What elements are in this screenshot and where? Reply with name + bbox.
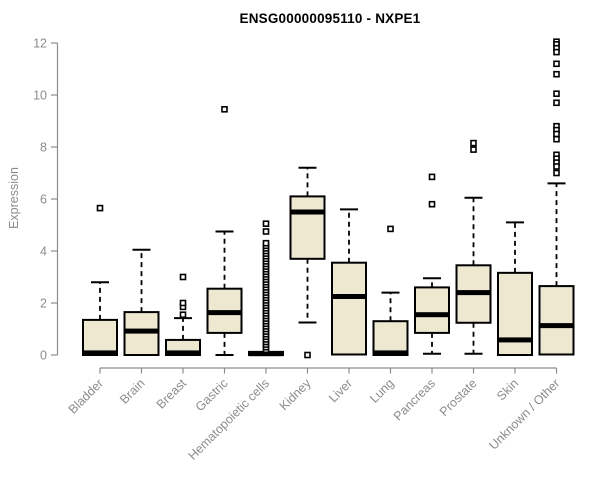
outlier-unknown-other (553, 130, 560, 138)
outlier-unknown-other (553, 169, 560, 177)
outlier-breast (179, 311, 187, 319)
outlier-unknown-other (553, 60, 560, 68)
outlier-breast (179, 273, 187, 281)
y-tick-label: 6 (40, 193, 47, 207)
x-category-label: Kidney (277, 376, 314, 413)
outlier-pancreas (428, 200, 436, 208)
y-tick-label: 8 (40, 141, 47, 155)
y-tick-label: 4 (40, 245, 47, 259)
outlier-prostate (470, 139, 477, 147)
box-liver (331, 261, 367, 356)
outlier-unknown-other (553, 135, 560, 143)
median-kidney (290, 209, 325, 215)
outlier-unknown-other (553, 70, 560, 78)
median-hematopoietic-cells (249, 351, 283, 357)
outlier-pancreas (428, 173, 436, 181)
outlier-gastric (221, 106, 228, 113)
x-category-label: Hematopoietic cells (186, 376, 273, 463)
outlier-breast (179, 299, 187, 307)
outlier-unknown-other (553, 90, 560, 97)
median-liver (332, 294, 366, 299)
x-category-label: Gastric (193, 376, 231, 414)
y-tick-label: 0 (40, 349, 47, 363)
x-category-label: Brain (117, 376, 148, 407)
median-prostate (456, 290, 491, 296)
box-skin (497, 271, 533, 356)
median-lung (373, 350, 408, 356)
outlier-kidney (304, 351, 311, 359)
outlier-hematopoietic-cells (262, 239, 270, 247)
median-breast (166, 350, 200, 356)
x-category-label: Pancreas (391, 376, 438, 423)
y-tick-label: 12 (33, 37, 47, 51)
x-category-label: Lung (367, 376, 397, 406)
box-bladder (82, 318, 118, 356)
outlier-hematopoietic-cells (262, 228, 270, 235)
x-category-label: Liver (326, 376, 355, 405)
outlier-bladder (96, 204, 104, 212)
box-kidney (289, 195, 326, 260)
box-lung (372, 320, 409, 357)
median-pancreas (415, 312, 449, 318)
outlier-prostate (470, 146, 477, 153)
chart-title: ENSG00000095110 - NXPE1 (239, 11, 421, 26)
x-category-label: Skin (494, 376, 521, 403)
outlier-unknown-other (553, 48, 560, 56)
median-unknown-other (539, 323, 574, 329)
x-category-label: Breast (154, 376, 190, 412)
median-bladder (83, 350, 117, 356)
median-gastric (207, 310, 242, 316)
outlier-hematopoietic-cells (262, 220, 270, 227)
outlier-lung (387, 225, 394, 233)
x-category-label: Unknown / Other (486, 376, 562, 452)
median-brain (124, 328, 159, 334)
outlier-unknown-other (553, 99, 560, 107)
y-tick-label: 2 (40, 297, 47, 311)
x-category-label: Prostate (437, 376, 480, 419)
box-pancreas (414, 286, 450, 334)
outlier-unknown-other (553, 163, 560, 170)
box-unknown-other (538, 285, 575, 356)
x-category-label: Bladder (66, 376, 106, 416)
median-skin (498, 337, 532, 343)
y-tick-label: 10 (33, 89, 47, 103)
